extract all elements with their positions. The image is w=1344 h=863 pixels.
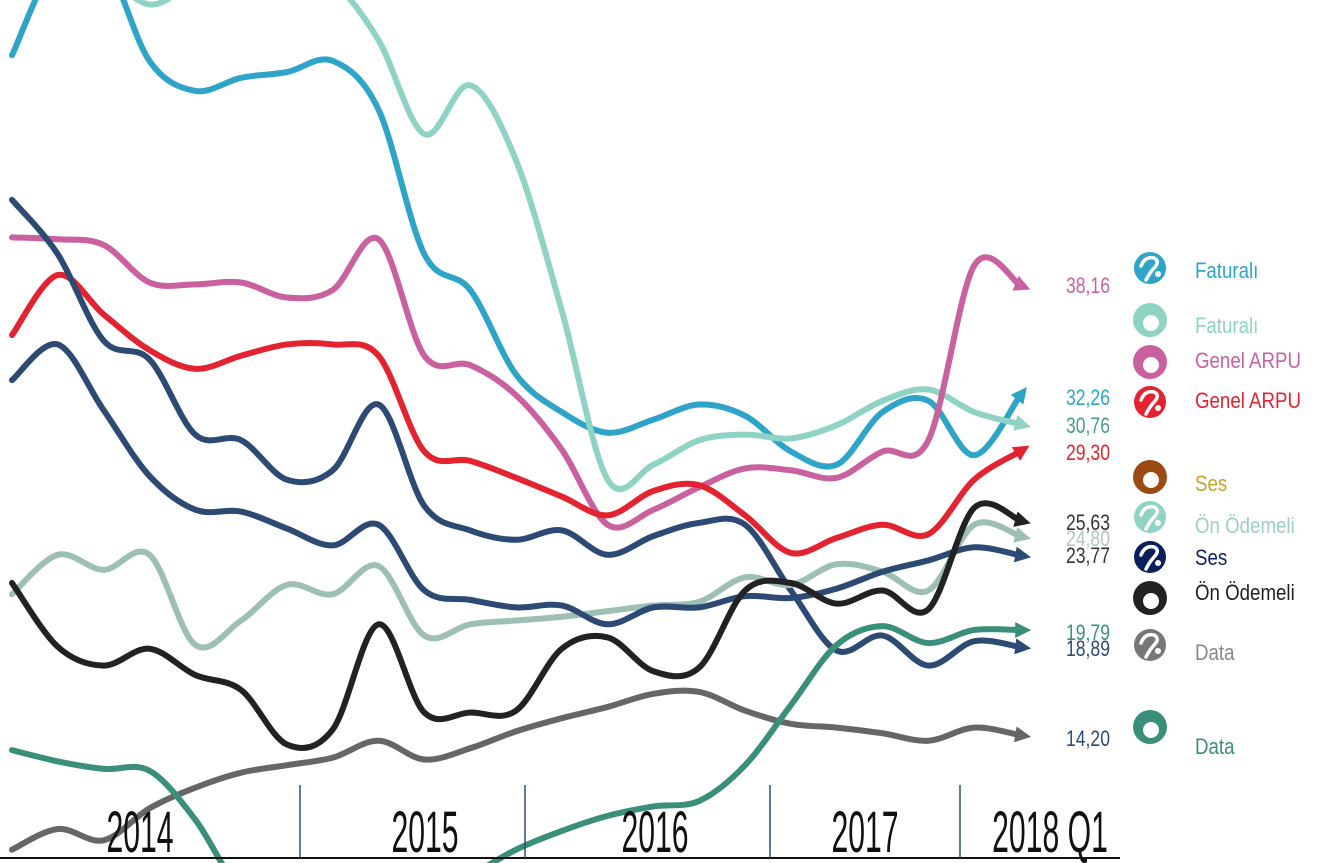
series-line	[9, 234, 1031, 531]
legend-icon-detail	[1143, 315, 1159, 331]
legend-label: Faturalı	[1195, 260, 1258, 284]
year-label: 2014	[106, 799, 173, 863]
legend-icon-detail	[1139, 504, 1159, 531]
legend-icon-detail	[1148, 305, 1158, 315]
series-line	[9, 0, 1027, 470]
series-line	[9, 341, 1032, 628]
legend-label: Faturalı	[1195, 315, 1258, 339]
legend-label: Ses	[1195, 547, 1227, 571]
legend-label: Ön Ödemeli	[1195, 515, 1295, 539]
legend-icon-detail	[1155, 405, 1161, 411]
legend-icon-detail	[1155, 648, 1161, 654]
legend-icon-detail	[1139, 255, 1159, 282]
legend-icon-detail	[1155, 520, 1161, 526]
value-label: 24,80	[1066, 527, 1110, 551]
value-label: 38,16	[1066, 274, 1110, 298]
value-label: 19,79	[1066, 621, 1110, 645]
legend-icon-detail	[1143, 472, 1159, 488]
series-line	[9, 519, 1031, 651]
legend-label: Genel ARPU	[1195, 350, 1301, 374]
legend-label: Data	[1195, 736, 1235, 760]
legend-icon-detail	[1148, 712, 1158, 722]
value-label: 14,20	[1066, 727, 1110, 751]
year-label: 2018 Q1	[992, 799, 1108, 863]
year-label: 2017	[831, 799, 898, 863]
year-label: 2016	[621, 799, 688, 863]
legend-label: Ses	[1195, 473, 1227, 497]
series-line	[9, 500, 1031, 751]
value-label: 29,30	[1066, 441, 1110, 465]
legend-icon-detail	[1139, 389, 1159, 416]
legend-label: Data	[1195, 642, 1235, 666]
legend-label: Genel ARPU	[1195, 390, 1301, 414]
series-line	[9, 271, 1030, 557]
series-line	[9, 687, 1032, 853]
value-label: 25,63	[1066, 511, 1110, 535]
value-label: 32,26	[1066, 386, 1110, 410]
legend-icon-detail	[1148, 462, 1158, 472]
legend-icon-detail	[1139, 544, 1159, 571]
legend-icon-detail	[1143, 357, 1159, 373]
legend-icon-detail	[1155, 560, 1161, 566]
legend-icon-detail	[1155, 271, 1161, 277]
year-label: 2015	[391, 799, 458, 863]
legend-icon-detail	[1143, 722, 1159, 738]
value-label: 18,89	[1066, 637, 1110, 661]
series-line	[9, 196, 1032, 669]
series-line	[132, 0, 1031, 492]
legend-icon-detail	[1148, 347, 1158, 357]
legend-icon-detail	[1139, 632, 1159, 659]
series-line	[9, 622, 1032, 863]
lines	[9, 0, 1032, 863]
legend-icon-detail	[1148, 583, 1158, 593]
value-label: 23,77	[1066, 544, 1110, 568]
legend-icon-detail	[1143, 593, 1159, 609]
legend-label: Ön Ödemeli	[1195, 582, 1295, 606]
value-label: 30,76	[1066, 414, 1110, 438]
